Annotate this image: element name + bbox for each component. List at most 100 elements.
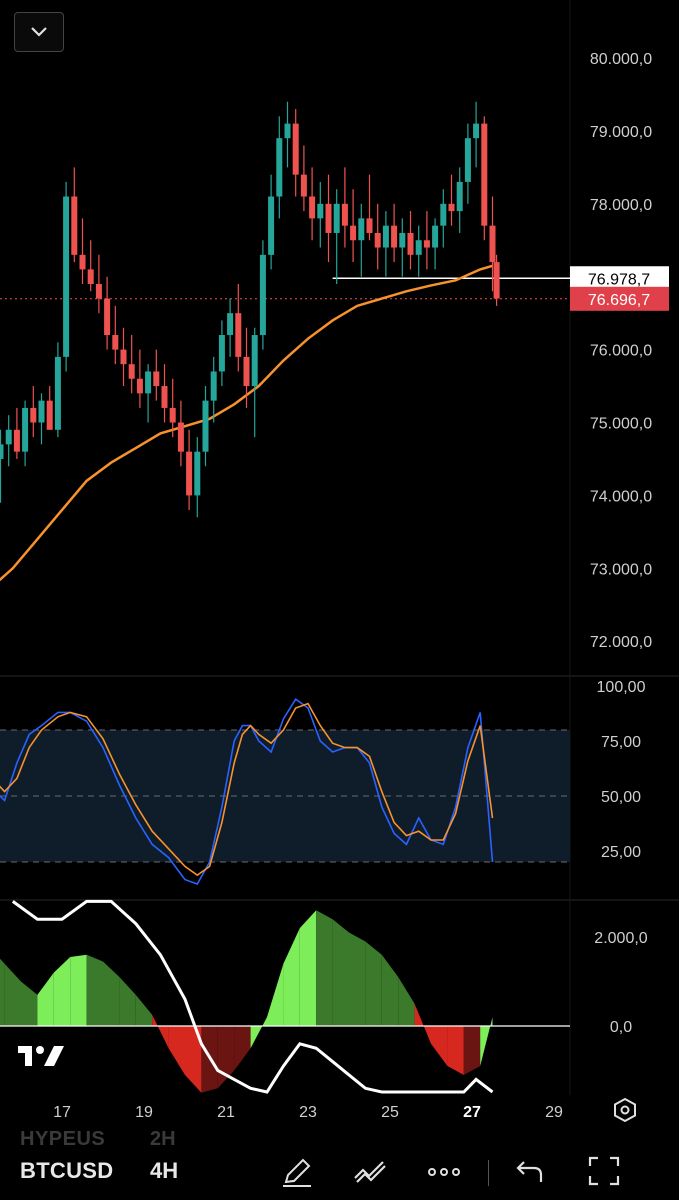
last-price-label: 76.696,7	[588, 292, 650, 309]
pencil-icon	[283, 1158, 311, 1187]
candle-body	[87, 269, 94, 284]
momentum-histogram-segment	[0, 958, 5, 1026]
candle-body	[46, 400, 53, 430]
time-tick-label: 25	[381, 1104, 399, 1121]
logo-shape	[18, 1046, 32, 1066]
draw-tool-button[interactable]	[277, 1152, 317, 1190]
momentum-histogram-segment	[349, 932, 366, 1026]
momentum-histogram-segment	[4, 963, 21, 1026]
momentum-histogram-segment	[21, 981, 38, 1026]
undo-button[interactable]	[510, 1152, 550, 1190]
momentum-histogram-segment	[53, 957, 71, 1026]
time-tick-label: 29	[545, 1104, 563, 1121]
timeframe-selector[interactable]: 4H	[150, 1158, 179, 1183]
candle-body	[276, 138, 283, 197]
time-tick-label: 19	[135, 1104, 153, 1121]
candle-body	[177, 422, 184, 452]
candle-body	[235, 313, 242, 357]
candle-body	[104, 298, 111, 336]
momentum-histogram-segment	[463, 1026, 481, 1075]
candle-body	[473, 123, 480, 139]
candle-body	[227, 313, 234, 336]
fullscreen-button[interactable]	[584, 1152, 624, 1190]
moving-average-line	[0, 264, 493, 582]
more-options-button[interactable]	[424, 1152, 464, 1190]
tradingview-logo	[18, 1046, 64, 1066]
candle-body	[493, 262, 500, 299]
momentum-histogram-segment	[250, 1017, 267, 1049]
level-price-badge	[570, 266, 669, 291]
candle-body	[268, 196, 275, 255]
candle-body	[202, 400, 209, 452]
momentum-histogram-segment	[234, 1026, 251, 1071]
candle-body	[440, 203, 447, 226]
candle-body	[243, 356, 250, 387]
momentum-pane: 2.000,0 0,0	[0, 899, 648, 1094]
candle-body	[95, 283, 102, 299]
momentum-histogram-segment	[70, 954, 87, 1026]
candle-body	[464, 138, 471, 182]
candle-body	[489, 225, 496, 263]
time-tick-label: 17	[53, 1104, 71, 1121]
price-tick-label: 76.000,0	[590, 343, 652, 360]
candle-body	[22, 407, 29, 452]
momentum-histogram-segment	[86, 954, 103, 1026]
candle-body	[415, 240, 422, 255]
last-price-badge	[570, 286, 669, 311]
momentum-histogram-segment	[152, 1014, 169, 1049]
candle-body	[0, 444, 4, 459]
candle-body	[13, 429, 20, 452]
momentum-histogram-segment	[185, 1026, 202, 1093]
momentum-histogram-segment	[135, 994, 153, 1026]
candle-body	[399, 232, 406, 248]
momentum-histogram-segment	[480, 1017, 493, 1067]
momentum-histogram-segment	[447, 1026, 464, 1075]
settings-gear-icon[interactable]	[614, 1097, 636, 1123]
candle-body	[432, 225, 439, 248]
gear-center	[620, 1105, 630, 1115]
price-tick-label: 73.000,0	[590, 561, 652, 578]
fullscreen-icon	[588, 1156, 620, 1186]
momentum-histogram-segment	[431, 1026, 448, 1067]
price-tick-label: 72.000,0	[590, 634, 652, 651]
ghost-timeframe-label: 2H	[150, 1128, 176, 1150]
candle-body	[284, 123, 291, 139]
momentum-histogram-segment	[103, 961, 120, 1026]
momentum-histogram-segment	[267, 963, 284, 1026]
momentum-histogram-segment	[299, 910, 317, 1026]
candle-body	[333, 203, 340, 233]
candle-body	[407, 232, 414, 255]
stochastic-tick-label: 100,00	[597, 679, 646, 696]
indicators-button[interactable]	[350, 1152, 390, 1190]
momentum-histogram-segment	[119, 977, 136, 1026]
indicators-icon	[354, 1161, 386, 1183]
candle-body	[341, 203, 348, 226]
logo-shape	[36, 1046, 44, 1054]
stochastic-tick-label: 75,00	[601, 734, 641, 751]
price-tick-label: 74.000,0	[590, 488, 652, 505]
symbol-selector[interactable]: BTCUSD	[20, 1158, 114, 1183]
collapse-toggle-button[interactable]	[14, 12, 64, 52]
momentum-histogram-segment	[365, 941, 382, 1026]
stochastic-pane: 100,00 75,00 50,00 25,00	[0, 679, 646, 885]
candle-body	[317, 203, 324, 219]
candle-body	[350, 225, 357, 241]
candle-body	[218, 335, 225, 372]
time-axis: 17 19 21 23 25 27 29	[53, 1097, 636, 1123]
candle-body	[259, 254, 266, 336]
stochastic-k-line	[0, 698, 494, 885]
candle-body	[169, 407, 176, 423]
candle-body	[128, 364, 135, 379]
momentum-histogram-segment	[398, 977, 415, 1026]
candle-body	[153, 371, 160, 387]
chevron-down-icon	[31, 27, 47, 37]
candle-body	[423, 240, 430, 248]
candle-body	[5, 429, 12, 445]
candle-body	[325, 203, 332, 233]
candle-body	[210, 371, 217, 401]
candle-body	[382, 225, 389, 248]
candle-body	[186, 451, 193, 496]
candle-body	[38, 400, 45, 423]
time-tick-label: 21	[217, 1104, 235, 1121]
